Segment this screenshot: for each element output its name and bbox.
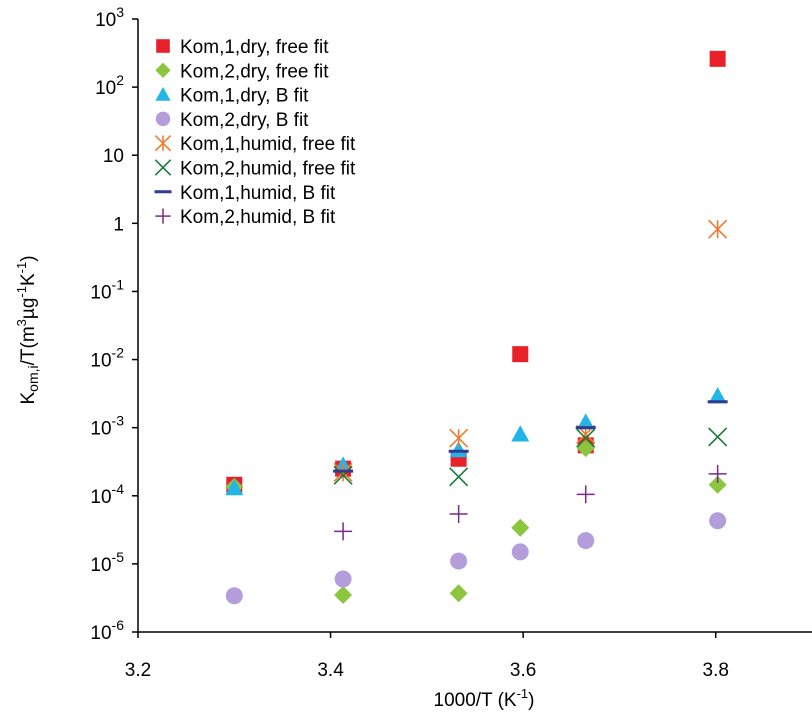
legend-label: Kom,1,humid, B fit <box>180 183 336 204</box>
x-tick-label: 3.2 <box>125 660 151 681</box>
legend-marker <box>155 208 171 224</box>
axes <box>137 19 812 633</box>
data-point <box>708 387 727 404</box>
data-point <box>225 587 243 605</box>
data-point <box>708 475 727 494</box>
data-point <box>333 465 353 485</box>
data-point <box>449 441 468 458</box>
y-tick-label: 10-5 <box>90 549 124 576</box>
data-point <box>449 505 468 524</box>
data-point <box>708 427 728 447</box>
data-point <box>708 219 728 239</box>
x-tick-label: 3.8 <box>703 660 729 681</box>
y-tick-label: 102 <box>95 72 124 99</box>
data-point <box>450 552 468 570</box>
data-point <box>511 518 530 537</box>
legend-marker <box>155 62 171 78</box>
data-point <box>511 425 530 442</box>
legend-item: Kom,2,humid, B fit <box>155 207 336 228</box>
legend-marker <box>155 111 171 127</box>
y-tick-label: 10-4 <box>90 481 124 508</box>
legend-marker <box>156 39 170 53</box>
legend-marker <box>154 134 172 152</box>
legend-item: Kom,1,dry, free fit <box>156 37 329 58</box>
data-point <box>577 532 595 550</box>
data-point <box>449 584 468 603</box>
legend-item: Kom,2,dry, B fit <box>155 110 309 131</box>
legend-item: Kom,1,humid, free fit <box>154 134 356 155</box>
legend-item: Kom,1,dry, B fit <box>155 86 309 107</box>
legend-item: Kom,1,humid, B fit <box>154 183 336 204</box>
data-points <box>225 50 728 605</box>
x-tick-label: 3.4 <box>317 660 344 681</box>
data-point <box>576 485 595 504</box>
data-point <box>576 413 595 430</box>
y-tick-label: 10-1 <box>90 276 124 303</box>
y-tick-label: 1 <box>113 214 124 235</box>
legend: Kom,1,dry, free fit Kom,2,dry, free fit Ko… <box>154 37 356 228</box>
data-point <box>449 467 469 487</box>
legend-marker <box>155 86 171 101</box>
legend-label: Kom,2,dry, free fit <box>180 61 329 82</box>
y-tick-label: 10 <box>103 146 124 167</box>
data-point <box>225 479 244 496</box>
data-point <box>708 464 727 483</box>
legend-label: Kom,1,humid, free fit <box>180 134 356 155</box>
legend-label: Kom,2,humid, B fit <box>180 207 336 228</box>
y-tick-label: 10-2 <box>90 345 124 372</box>
legend-marker <box>154 159 172 176</box>
x-tick-label: 3.6 <box>510 660 536 681</box>
legend-label: Kom,1,dry, free fit <box>180 37 329 58</box>
legend-item: Kom,2,dry, free fit <box>155 61 329 82</box>
data-point <box>449 428 469 448</box>
data-point <box>334 570 352 588</box>
x-axis-title: 1000/T (K-1) <box>434 686 535 711</box>
data-point <box>511 543 529 561</box>
legend-label: Kom,2,humid, free fit <box>180 159 356 180</box>
y-tick-label: 103 <box>95 4 124 31</box>
y-tick-label: 10-6 <box>90 617 124 644</box>
y-tick-label: 10-3 <box>90 413 124 440</box>
data-point <box>334 585 353 604</box>
data-point <box>576 428 596 448</box>
data-point <box>512 346 529 363</box>
data-point <box>709 512 727 530</box>
legend-label: Kom,2,dry, B fit <box>180 110 309 131</box>
data-point <box>709 50 726 67</box>
legend-label: Kom,1,dry, B fit <box>180 86 309 107</box>
legend-item: Kom,2,humid, free fit <box>154 159 356 180</box>
y-axis-title: Kom,i/T(m3µg-1K-1) <box>14 255 41 404</box>
data-point <box>334 522 353 541</box>
